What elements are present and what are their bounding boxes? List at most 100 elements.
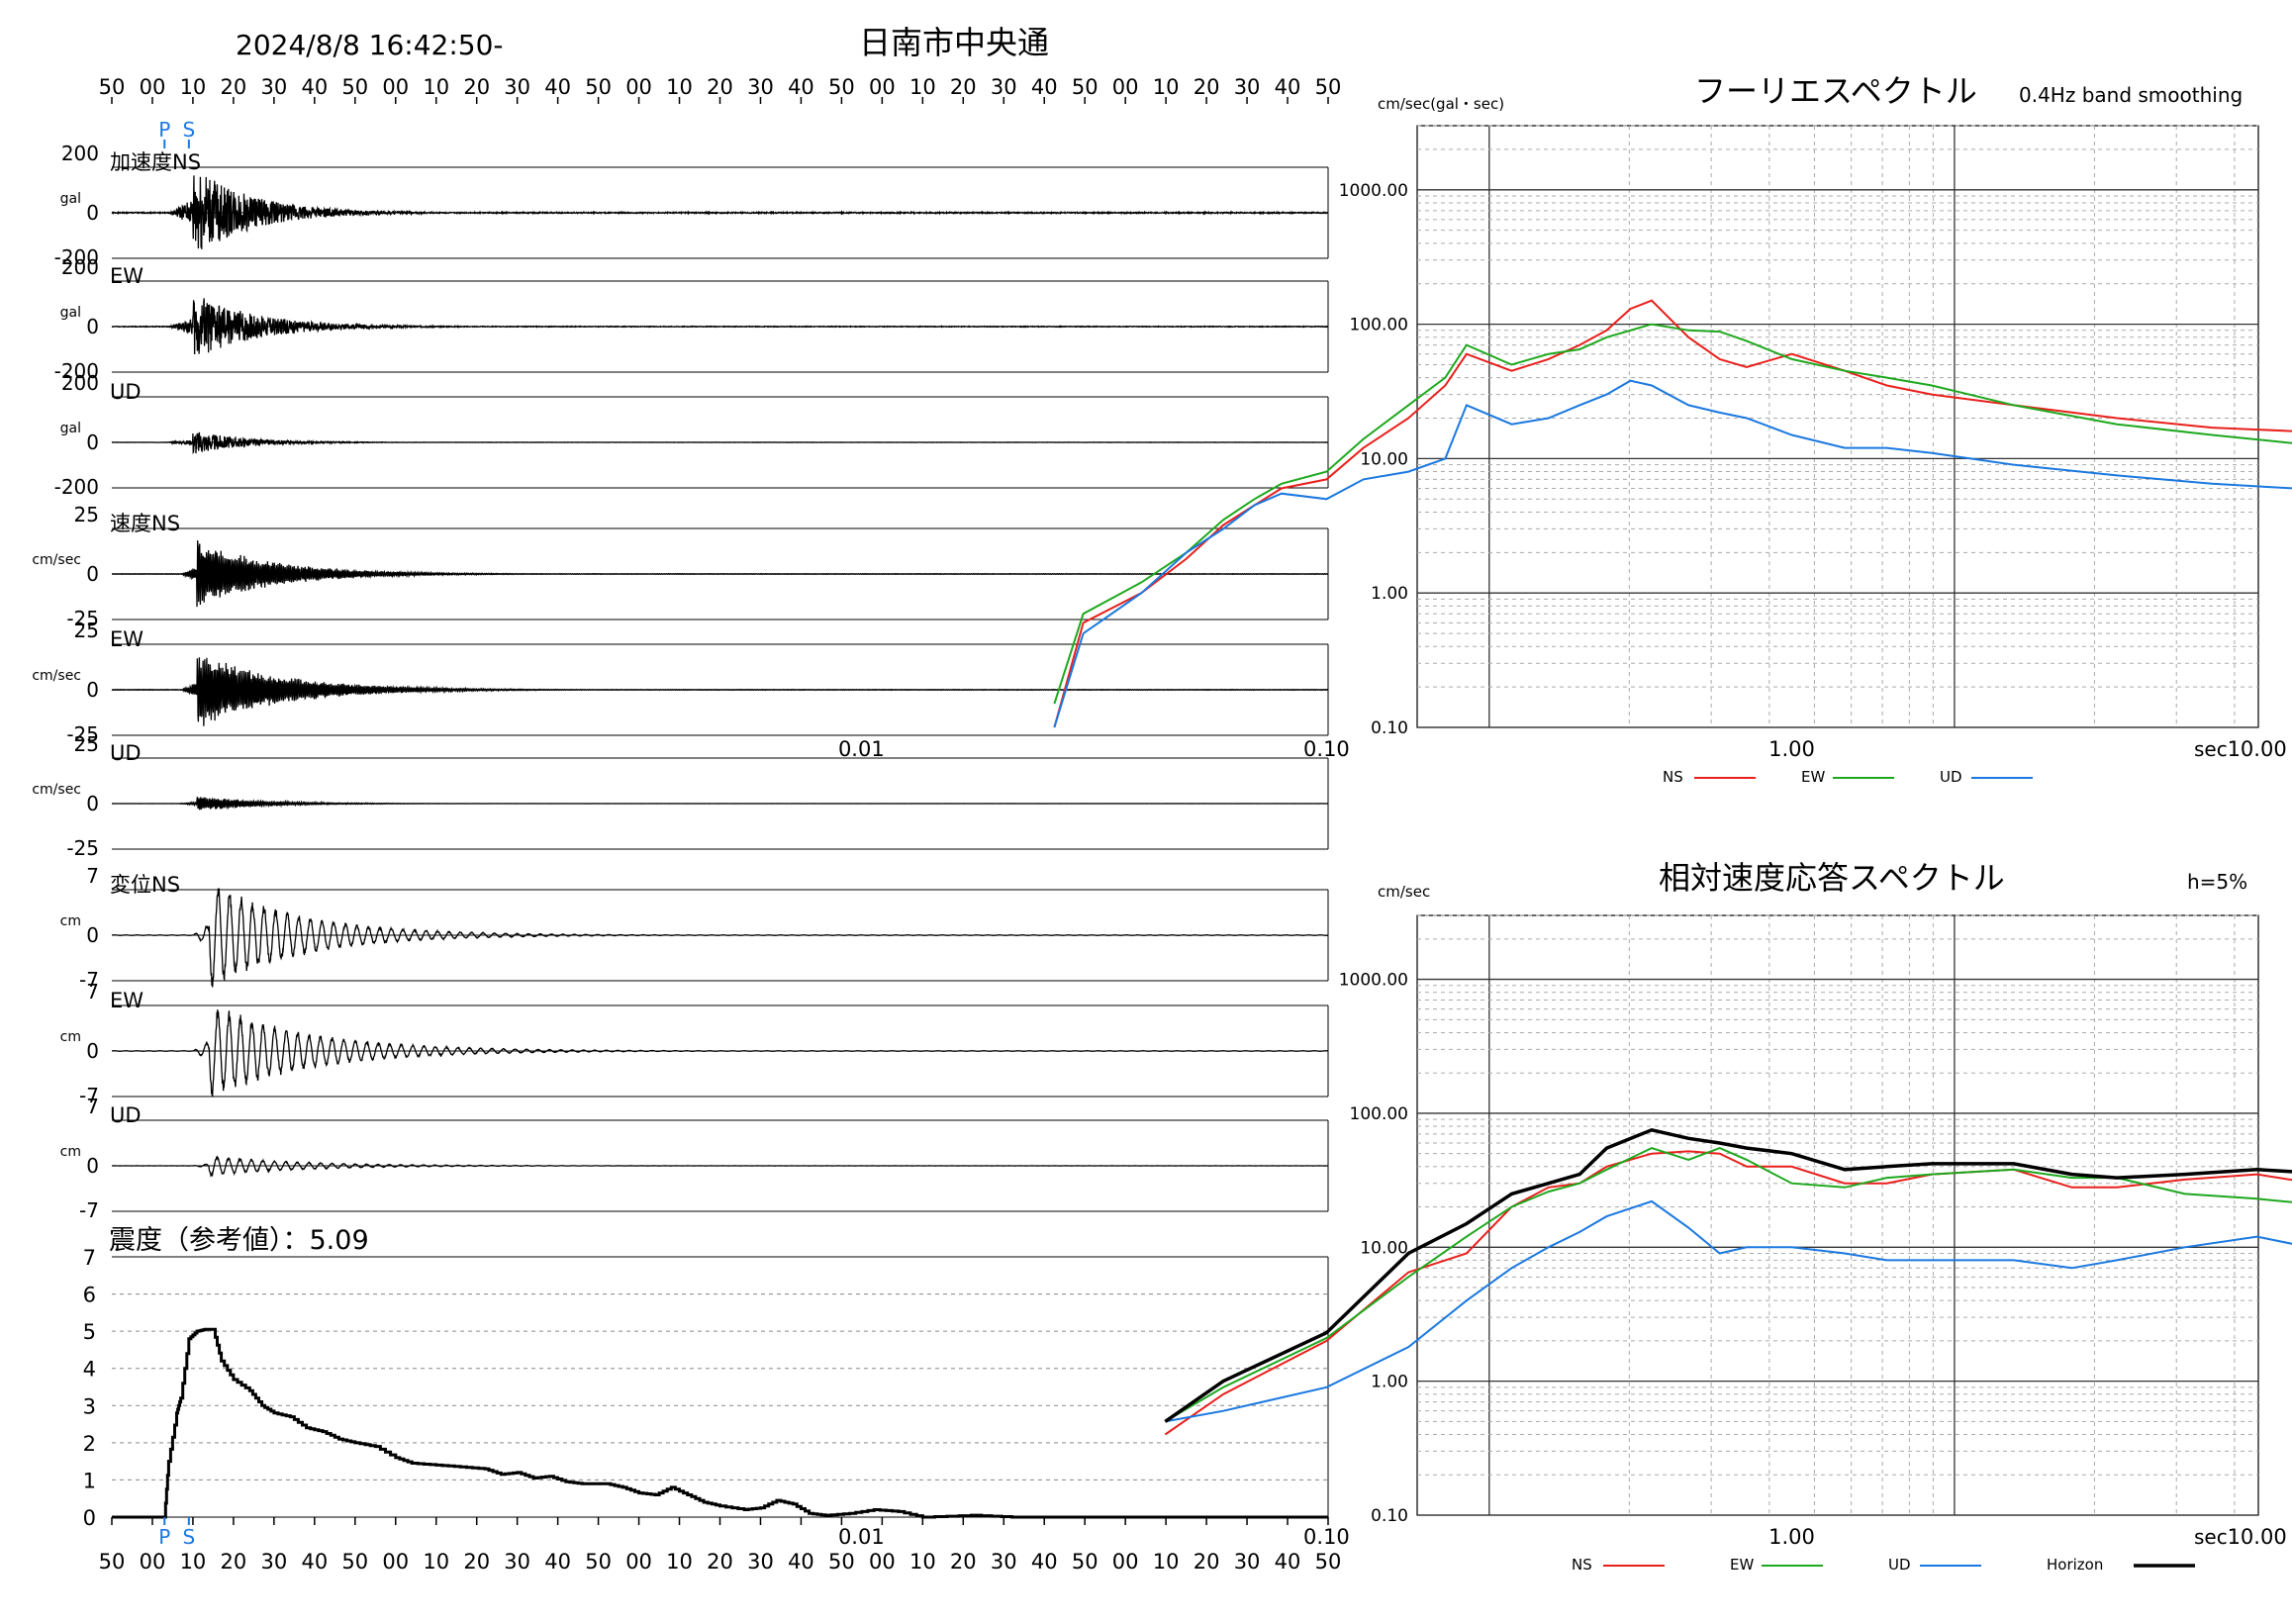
waveform-row: 変位NS 7 0 -7 cm xyxy=(60,864,1329,992)
waveform-trace xyxy=(111,1009,1329,1098)
time-tick-label: 50 xyxy=(341,1550,368,1574)
fourier-yunit: cm/sec(gal・sec) xyxy=(1378,95,1504,113)
time-tick-label: 20 xyxy=(221,75,247,99)
record-datetime: 2024/8/8 16:42:50- xyxy=(236,29,504,61)
intensity-tick-label: 6 xyxy=(83,1284,96,1307)
y-tick-label: 100.00 xyxy=(1350,316,1408,335)
trace-unit: cm/sec xyxy=(32,552,81,568)
time-tick-label: 40 xyxy=(544,75,571,99)
time-tick-label: 20 xyxy=(463,75,490,99)
series-line-ud xyxy=(1165,1199,2292,1423)
time-tick-label: 00 xyxy=(382,75,409,99)
response-spectrum-chart: 1000.00 100.00 10.00 1.00 0.10 0.01 0.10 1.00 10… xyxy=(838,914,2292,1574)
trace-title: 加速度NS xyxy=(110,150,201,174)
x-unit: sec xyxy=(2194,737,2228,761)
trace-title: UD xyxy=(110,1103,142,1127)
y-tick-label: 1000.00 xyxy=(1339,971,1408,991)
time-tick-label: 20 xyxy=(950,1550,977,1574)
x-tick-label: 0.10 xyxy=(1303,737,1350,761)
trace-title: UD xyxy=(110,380,142,404)
x-tick-label: 0.01 xyxy=(838,1525,885,1549)
waveform-row: 加速度NS 200 0 -200 gal xyxy=(54,142,1329,269)
waveform-trace xyxy=(111,431,1329,455)
trace-unit: cm xyxy=(60,1144,81,1160)
waveform-row: EW 7 0 -7 cm xyxy=(60,980,1329,1107)
intensity-tick-label: 0 xyxy=(83,1506,96,1530)
time-tick-label: 10 xyxy=(1153,75,1180,99)
time-tick-label: 00 xyxy=(1112,75,1139,99)
trace-tick-zero: 0 xyxy=(86,562,99,586)
legend-label: UD xyxy=(1940,768,1962,786)
response-yunit: cm/sec xyxy=(1378,883,1430,901)
time-tick-label: 30 xyxy=(747,75,774,99)
intensity-tick-label: 4 xyxy=(83,1358,96,1382)
waveform-row: EW 25 0 -25 cm/sec xyxy=(32,619,1329,746)
time-tick-label: 40 xyxy=(301,1550,328,1574)
trace-tick-min: -200 xyxy=(54,475,99,499)
trace-title: EW xyxy=(110,264,143,288)
legend: NS EW UD xyxy=(1663,768,2033,786)
time-axis-top: 50 00 10 20 30 40 50 00 10 20 30 40 50 00 10 20 30 40 50 00… xyxy=(99,75,1342,104)
trace-unit: gal xyxy=(60,191,81,207)
time-tick-label: 40 xyxy=(1275,75,1301,99)
time-tick-label: 50 xyxy=(828,1550,855,1574)
x-tick-label: 10.00 xyxy=(2228,737,2287,761)
y-tick-label: 100.00 xyxy=(1350,1104,1408,1124)
x-tick-label: 10.00 xyxy=(2228,1525,2287,1549)
y-tick-label: 10.00 xyxy=(1360,449,1408,469)
trace-unit: gal xyxy=(60,305,81,321)
y-tick-label: 1.00 xyxy=(1371,1373,1408,1392)
time-tick-label: 00 xyxy=(869,75,896,99)
waveform-trace xyxy=(111,888,1329,988)
time-tick-label: 10 xyxy=(666,75,693,99)
legend-label: NS xyxy=(1572,1556,1592,1574)
time-tick-label: 20 xyxy=(463,1550,490,1574)
trace-title: EW xyxy=(110,627,143,651)
waveform-row: UD 25 0 -25 cm/sec xyxy=(32,732,1329,860)
series-line-horizon xyxy=(1164,1127,2292,1423)
time-tick-label: 10 xyxy=(423,1550,449,1574)
time-tick-label: 10 xyxy=(666,1550,693,1574)
time-tick-label: 40 xyxy=(1031,1550,1058,1574)
trace-unit: cm xyxy=(60,913,81,929)
response-title: 相対速度応答スペクトル xyxy=(1659,859,2005,897)
time-tick-label: 00 xyxy=(382,1550,409,1574)
waveform-trace xyxy=(111,1155,1329,1178)
trace-title: EW xyxy=(110,989,143,1012)
waveform-trace xyxy=(111,298,1329,355)
legend-label: Horizon xyxy=(2047,1556,2103,1574)
intensity-tick-label: 2 xyxy=(83,1432,96,1456)
trace-tick-zero: 0 xyxy=(86,678,99,702)
time-tick-label: 40 xyxy=(544,1550,571,1574)
s-wave-marker: S xyxy=(182,118,195,142)
x-tick-label: 0.01 xyxy=(838,737,885,761)
fourier-note: 0.4Hz band smoothing xyxy=(2019,83,2243,107)
x-tick-label: 0.10 xyxy=(1303,1525,1350,1549)
trace-tick-zero: 0 xyxy=(86,1039,99,1063)
time-tick-label: 20 xyxy=(1194,75,1220,99)
time-tick-label: 00 xyxy=(625,1550,652,1574)
trace-tick-min: -25 xyxy=(66,607,99,630)
waveform-row: EW 200 0 -200 gal xyxy=(54,255,1329,383)
time-tick-label: 30 xyxy=(991,75,1017,99)
time-tick-label: 00 xyxy=(140,1550,166,1574)
time-tick-label: 00 xyxy=(625,75,652,99)
y-tick-label: 0.10 xyxy=(1371,1506,1408,1526)
trace-tick-zero: 0 xyxy=(86,923,99,947)
trace-tick-zero: 0 xyxy=(86,201,99,225)
legend-label: NS xyxy=(1663,768,1683,786)
trace-unit: gal xyxy=(60,421,81,436)
time-tick-label: 50 xyxy=(1315,75,1342,99)
time-tick-label: 10 xyxy=(423,75,449,99)
time-tick-label: 40 xyxy=(788,1550,814,1574)
trace-tick-min: -200 xyxy=(54,245,99,269)
time-tick-label: 00 xyxy=(869,1550,896,1574)
trace-unit: cm/sec xyxy=(32,782,81,798)
time-tick-label: 30 xyxy=(260,1550,287,1574)
intensity-tick-label: 5 xyxy=(83,1320,96,1344)
intensity-tick-label: 1 xyxy=(83,1469,96,1492)
waveform-trace xyxy=(111,657,1329,726)
waveform-row: UD 200 0 -200 gal xyxy=(54,371,1329,499)
